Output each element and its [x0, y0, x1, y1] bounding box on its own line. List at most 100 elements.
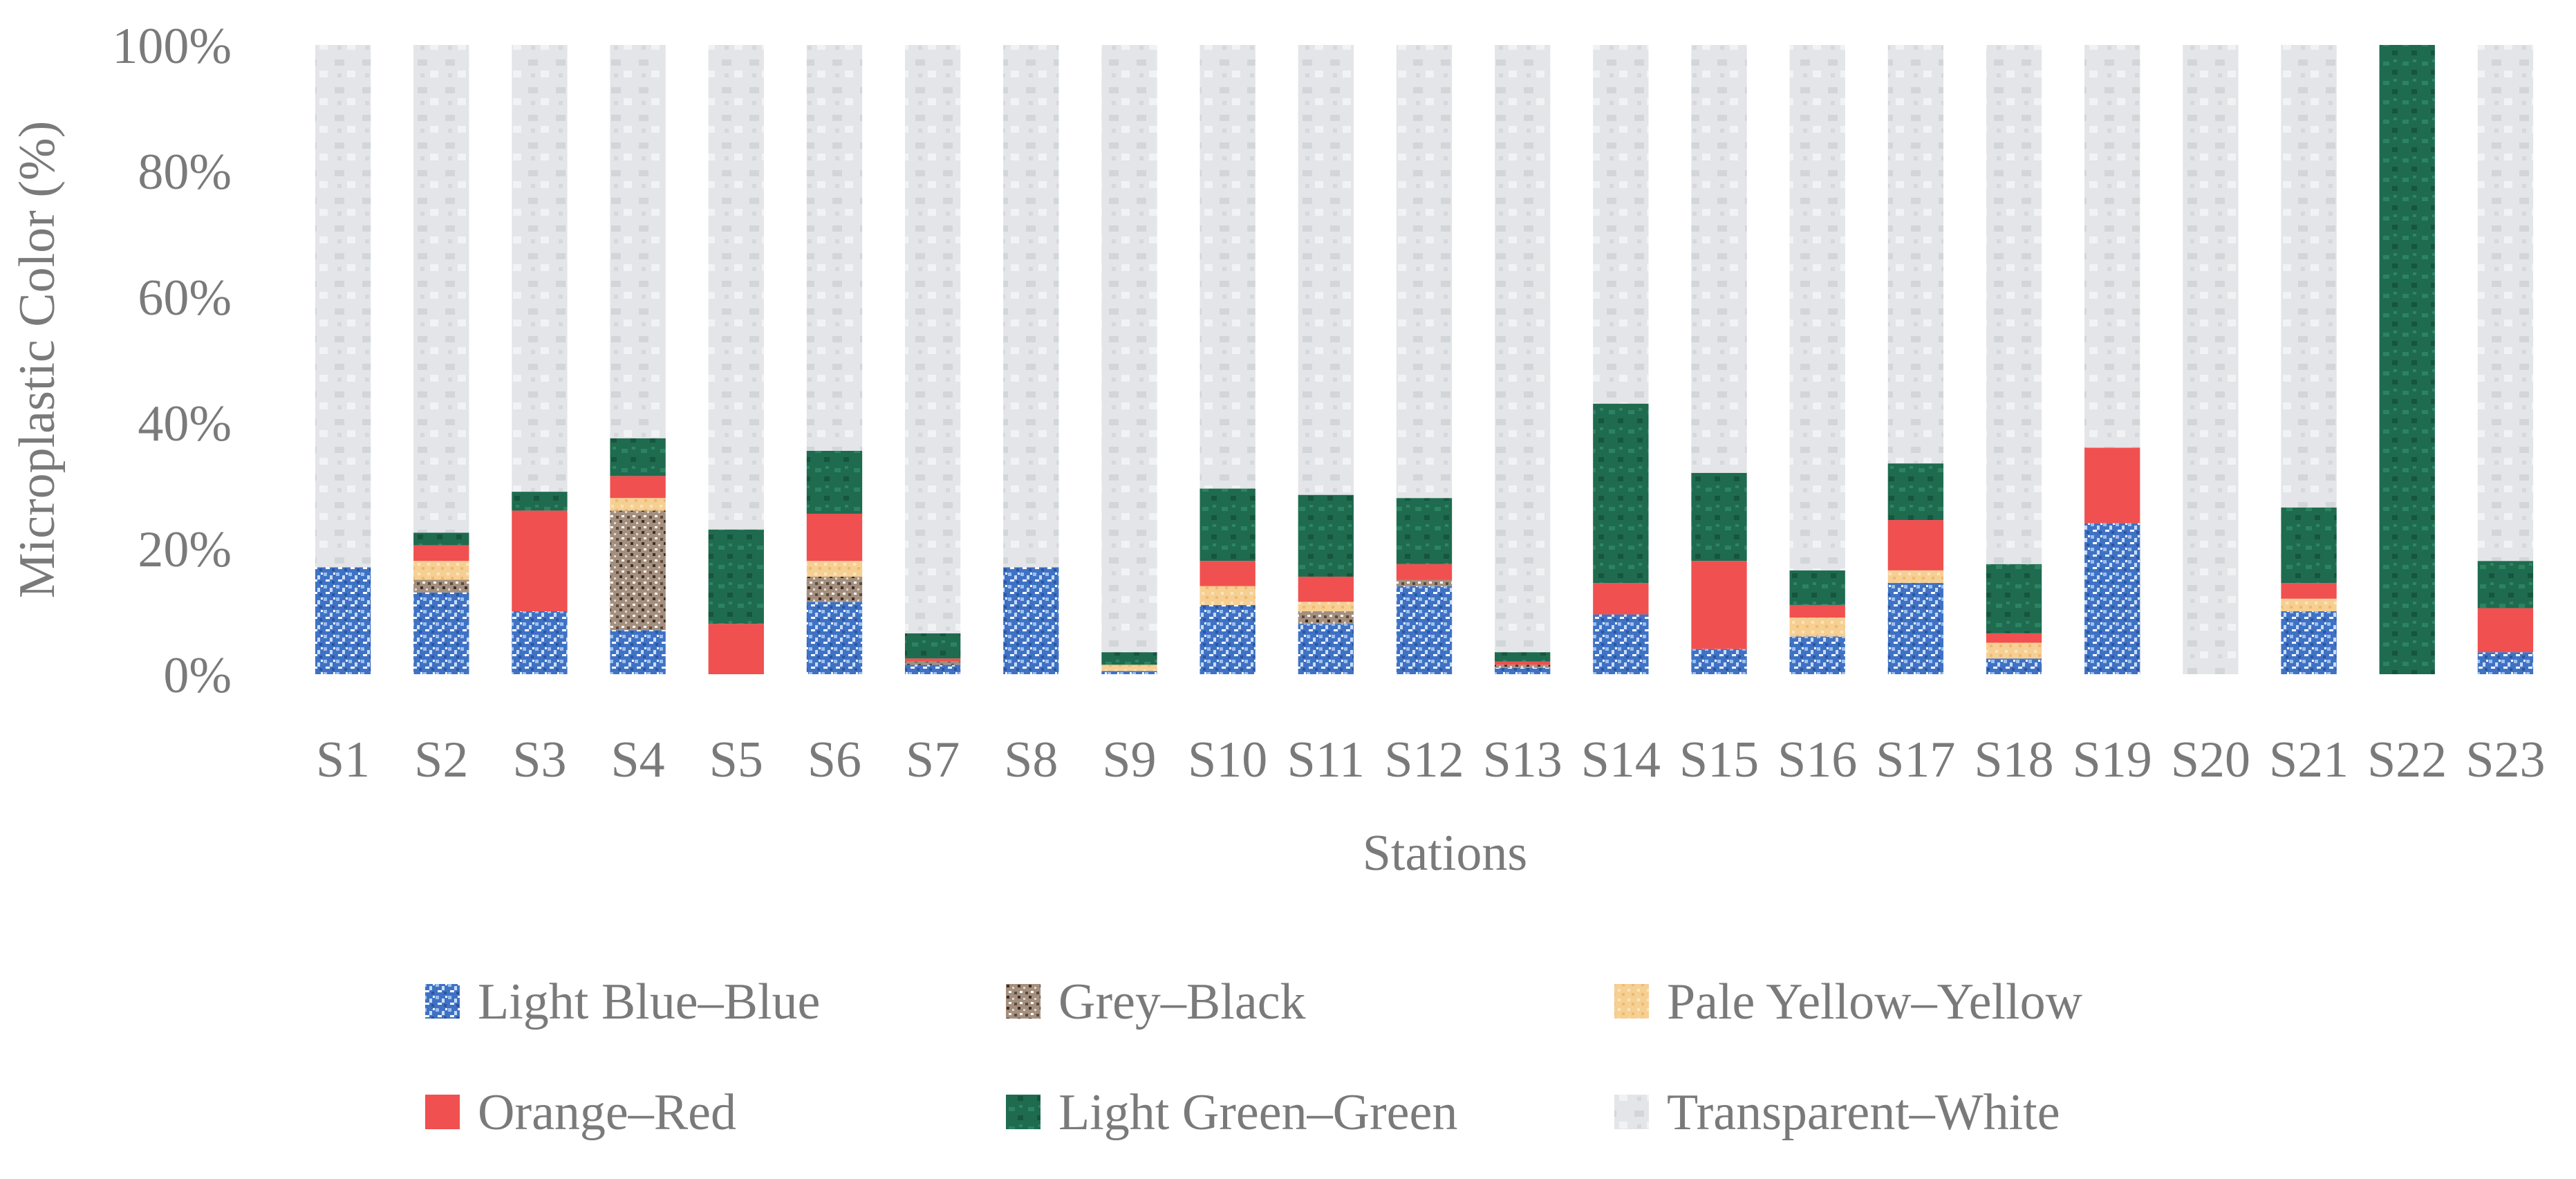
- x-tick-label: S5: [709, 732, 763, 788]
- bar-segment-light-green-green-s10: [1200, 488, 1256, 561]
- bar-segment-light-green-green-s3: [512, 492, 568, 511]
- bar-segment-transparent-white-s13: [1495, 45, 1551, 653]
- legend-swatch-transparent-white: [1614, 1095, 1649, 1129]
- bar-segment-light-green-green-s17: [1887, 463, 1944, 521]
- bar-segment-orange-red-s13: [1495, 661, 1551, 665]
- bar-segment-transparent-white-s11: [1298, 45, 1354, 495]
- x-tick-label: S14: [1581, 732, 1661, 788]
- bar-segment-light-blue-blue-s8: [1003, 567, 1059, 674]
- bar-segment-light-blue-blue-s11: [1298, 624, 1354, 674]
- legend-swatch-orange-red: [425, 1095, 460, 1129]
- x-tick-label: S9: [1102, 732, 1156, 788]
- bar-segment-orange-red-s12: [1396, 564, 1453, 580]
- bar-segment-transparent-white-s5: [708, 45, 764, 530]
- bar-segment-transparent-white-s9: [1101, 45, 1157, 653]
- y-tick-label: 0%: [163, 647, 232, 704]
- x-tick-label: S8: [1004, 732, 1058, 788]
- bar-segment-light-blue-blue-s21: [2281, 611, 2337, 674]
- bar-segment-light-green-green-s7: [904, 633, 961, 659]
- bar-segment-light-green-green-s4: [610, 438, 666, 476]
- x-tick-label: S15: [1679, 732, 1759, 788]
- x-tick-label: S13: [1483, 732, 1562, 788]
- bar-segment-transparent-white-s8: [1003, 45, 1059, 568]
- bar-segment-light-green-green-s14: [1593, 403, 1649, 584]
- x-tick-label: S6: [808, 732, 861, 788]
- bar-segment-pale-yellow-yellow-s4: [610, 498, 666, 511]
- legend-swatch-pale-yellow-yellow: [1614, 984, 1649, 1019]
- bar-segment-light-green-green-s22: [2379, 45, 2435, 674]
- x-tick-label: S22: [2367, 732, 2447, 788]
- bar-segment-transparent-white-s2: [413, 45, 469, 533]
- bar-segment-light-blue-blue-s6: [806, 602, 863, 674]
- bar-segment-orange-red-s15: [1691, 561, 1747, 649]
- bar-segment-transparent-white-s14: [1593, 45, 1649, 404]
- bar-segment-orange-red-s14: [1593, 583, 1649, 615]
- x-tick-label: S17: [1876, 732, 1955, 788]
- x-tick-label: S10: [1188, 732, 1267, 788]
- x-tick-label: S4: [611, 732, 665, 788]
- bar-segment-transparent-white-s15: [1691, 45, 1747, 473]
- x-tick-label: S2: [414, 732, 468, 788]
- legend: Light Blue–Blue Grey–Black Pale Yellow–Yel…: [425, 974, 2083, 1141]
- axis-layer: 0% 20% 40% 60% 80% 100% Microplastic Color (%)…: [9, 18, 2545, 882]
- y-tick-label: 20%: [138, 521, 232, 578]
- bar-segment-light-blue-blue-s3: [512, 611, 568, 674]
- bar-segment-light-green-green-s6: [806, 450, 863, 514]
- bar-segment-orange-red-s4: [610, 476, 666, 499]
- bar-segment-light-blue-blue-s19: [2084, 523, 2140, 674]
- bar-segment-pale-yellow-yellow-s9: [1101, 665, 1157, 671]
- bar-segment-light-blue-blue-s10: [1200, 604, 1256, 674]
- bar-segment-grey-black-s11: [1298, 611, 1354, 624]
- bar-segment-orange-red-s7: [904, 658, 961, 662]
- bar-segment-light-green-green-s2: [413, 532, 469, 546]
- bar-segment-light-blue-blue-s14: [1593, 614, 1649, 674]
- legend-swatch-grey-black: [1006, 984, 1040, 1019]
- bar-segment-pale-yellow-yellow-s21: [2281, 598, 2337, 611]
- legend-label-light-green-green: Light Green–Green: [1058, 1084, 1457, 1141]
- bar-segment-light-blue-blue-s12: [1396, 586, 1453, 674]
- bar-segment-orange-red-s18: [1986, 633, 2042, 643]
- x-tick-label: S3: [512, 732, 566, 788]
- bar-segment-pale-yellow-yellow-s2: [413, 561, 469, 580]
- bar-segment-grey-black-s12: [1396, 579, 1453, 586]
- bar-segment-transparent-white-s6: [806, 45, 863, 451]
- bar-segment-transparent-white-s19: [2084, 45, 2140, 448]
- bar-segment-transparent-white-s12: [1396, 45, 1453, 499]
- bar-segment-pale-yellow-yellow-s16: [1789, 618, 1845, 637]
- bar-segment-grey-black-s7: [904, 661, 961, 665]
- bar-segment-pale-yellow-yellow-s6: [806, 561, 863, 577]
- y-axis-title: Microplastic Color (%): [9, 121, 66, 599]
- bar-segment-orange-red-s16: [1789, 604, 1845, 618]
- bar-segment-transparent-white-s3: [512, 45, 568, 492]
- y-tick-label: 80%: [138, 144, 232, 201]
- y-tick-label: 100%: [112, 18, 232, 75]
- bar-segment-light-green-green-s16: [1789, 570, 1845, 605]
- bar-segment-transparent-white-s4: [610, 45, 666, 438]
- bar-segment-light-green-green-s15: [1691, 472, 1747, 561]
- bar-segment-light-blue-blue-s9: [1101, 671, 1157, 674]
- bar-segment-light-blue-blue-s7: [904, 665, 961, 674]
- bar-segment-grey-black-s6: [806, 576, 863, 602]
- bar-segment-transparent-white-s20: [2183, 45, 2239, 674]
- x-tick-label: S11: [1287, 732, 1365, 788]
- bar-segment-light-blue-blue-s18: [1986, 658, 2042, 674]
- bar-segment-light-blue-blue-s15: [1691, 649, 1747, 674]
- y-tick-label: 40%: [138, 396, 232, 452]
- bar-segment-transparent-white-s16: [1789, 45, 1845, 570]
- bar-segment-orange-red-s11: [1298, 576, 1354, 602]
- bar-segment-light-green-green-s12: [1396, 498, 1453, 564]
- bar-segment-pale-yellow-yellow-s10: [1200, 586, 1256, 605]
- bar-segment-light-blue-blue-s23: [2477, 652, 2534, 674]
- bar-segment-grey-black-s2: [413, 579, 469, 593]
- x-tick-label: S21: [2269, 732, 2349, 788]
- bar-segment-light-green-green-s21: [2281, 507, 2337, 584]
- bar-segment-transparent-white-s1: [315, 45, 371, 568]
- legend-label-pale-yellow-yellow: Pale Yellow–Yellow: [1667, 974, 2083, 1030]
- x-tick-label: S23: [2465, 732, 2545, 788]
- legend-label-light-blue-blue: Light Blue–Blue: [478, 974, 820, 1030]
- bar-segment-orange-red-s23: [2477, 608, 2534, 653]
- bar-segment-orange-red-s17: [1887, 520, 1944, 570]
- bar-segment-transparent-white-s7: [904, 45, 961, 633]
- bar-segment-transparent-white-s21: [2281, 45, 2337, 508]
